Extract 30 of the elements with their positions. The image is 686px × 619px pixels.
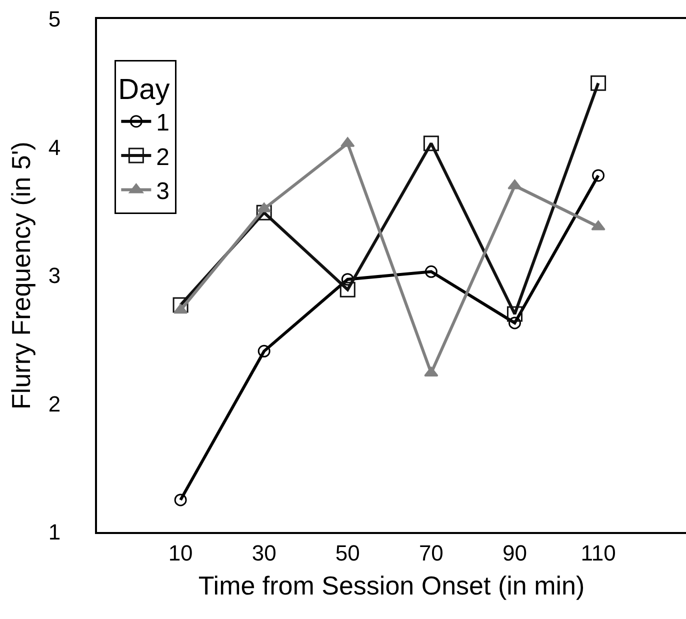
point <box>423 136 439 152</box>
y-tick-label: 1 <box>48 520 61 545</box>
x-tick-label: 70 <box>418 540 444 566</box>
x-tick-label: 110 <box>580 540 616 566</box>
y-tick-label: 4 <box>48 134 61 160</box>
x-tick-label: 30 <box>252 540 276 566</box>
x-axis-title: Time from Session Onset (in min) <box>198 570 585 601</box>
legend-label: 1 <box>156 110 170 137</box>
point <box>340 282 356 298</box>
point <box>590 75 606 91</box>
x-tick-label: 90 <box>502 540 527 566</box>
point <box>172 297 188 313</box>
legend-title: Day <box>118 74 170 106</box>
x-tick-label: 10 <box>168 540 193 566</box>
y-tick-label: 2 <box>48 391 61 416</box>
point <box>424 265 438 278</box>
legend-label: 3 <box>156 178 170 206</box>
y-tick-label: 5 <box>48 6 61 32</box>
point <box>174 494 187 506</box>
point <box>592 169 605 182</box>
point <box>173 304 188 314</box>
point <box>508 179 522 190</box>
point <box>256 204 272 220</box>
point <box>508 316 521 330</box>
y-tick-label: 3 <box>48 263 61 288</box>
point <box>506 306 522 322</box>
x-tick-label: 50 <box>335 540 360 566</box>
y-axis-title: Flurry Frequency (in 5') <box>6 142 36 410</box>
point <box>258 344 270 358</box>
legend-label: 2 <box>156 144 170 171</box>
